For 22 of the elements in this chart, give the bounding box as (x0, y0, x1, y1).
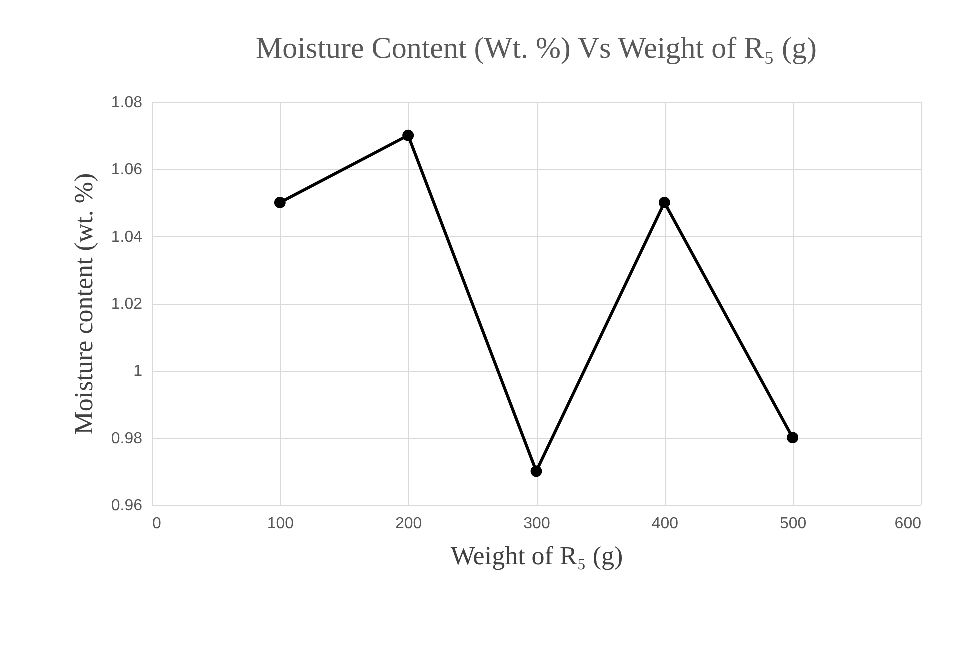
y-tick-label: 1 (134, 363, 143, 380)
point (787, 432, 799, 444)
x-axis-title: Weight of R₅ (g) (450, 542, 624, 570)
point (274, 197, 286, 208)
x-tick-label: 400 (652, 516, 679, 532)
x-tick-label: 0 (152, 516, 162, 532)
y-axis-title: Moisture content (wt. %) (69, 173, 98, 435)
y-tick-label: 1.06 (111, 162, 143, 179)
x-tick-label: 100 (267, 516, 294, 532)
point (402, 130, 414, 142)
point (530, 466, 542, 478)
x-tick-label: 600 (894, 516, 922, 532)
y-tick-label: 1.08 (111, 94, 143, 112)
y-tick-label: 0.98 (111, 430, 143, 448)
chart-title: Moisture Content (Wt. %) Vs Weight of R₅ (g) (256, 32, 818, 65)
x-tick-label: 200 (395, 516, 422, 532)
x-tick-label: 500 (780, 516, 807, 532)
point (658, 197, 670, 208)
x-tick-label: 300 (524, 516, 550, 532)
y-tick-label: 0.96 (111, 498, 143, 514)
y-tick-label: 1.02 (111, 296, 143, 313)
y-tick-label: 1.04 (111, 228, 143, 246)
